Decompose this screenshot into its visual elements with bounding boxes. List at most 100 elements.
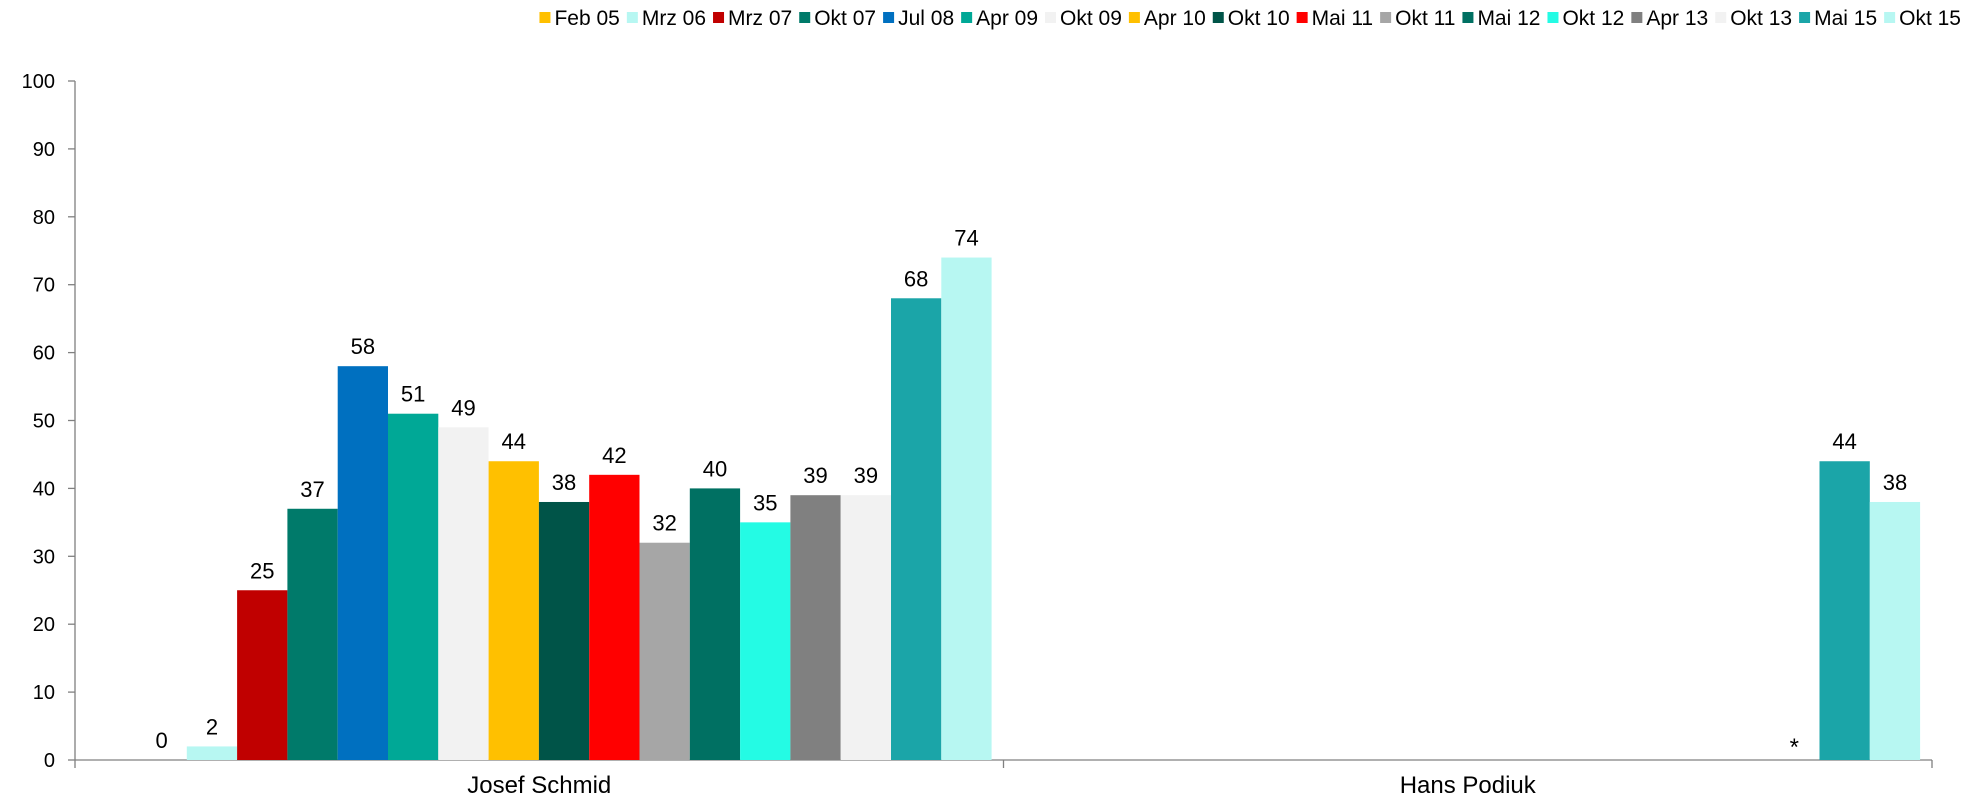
legend-label: Mrz 07 bbox=[728, 7, 792, 30]
bar-value-label: 44 bbox=[502, 429, 526, 454]
legend-item: Okt 07 bbox=[799, 7, 876, 30]
bar bbox=[891, 298, 941, 760]
legend-label: Apr 09 bbox=[976, 7, 1038, 30]
legend-swatch bbox=[799, 12, 810, 23]
legend-label: Apr 13 bbox=[1646, 7, 1708, 30]
bar bbox=[589, 475, 639, 760]
legend-item: Feb 05 bbox=[539, 7, 619, 30]
bar-value-label: 39 bbox=[803, 463, 827, 488]
legend-label: Okt 09 bbox=[1060, 7, 1122, 30]
legend-item: Mrz 07 bbox=[713, 7, 792, 30]
legend-item: Mrz 06 bbox=[627, 7, 706, 30]
bar-value-label: 35 bbox=[753, 490, 777, 515]
legend-item: Okt 15 bbox=[1884, 7, 1961, 30]
legend-swatch bbox=[1462, 12, 1473, 23]
bar-value-label: 39 bbox=[854, 463, 878, 488]
legend-label: Okt 15 bbox=[1899, 7, 1961, 30]
bar bbox=[489, 461, 539, 760]
legend-label: Okt 10 bbox=[1228, 7, 1290, 30]
y-tick-label: 100 bbox=[22, 71, 55, 93]
legend-swatch bbox=[1884, 12, 1895, 23]
legend-label: Mai 12 bbox=[1477, 7, 1540, 30]
legend-swatch bbox=[1129, 12, 1140, 23]
legend-item: Okt 13 bbox=[1715, 7, 1792, 30]
bar bbox=[690, 488, 740, 760]
bar-value-label: 44 bbox=[1832, 429, 1856, 454]
bar bbox=[841, 495, 891, 760]
legend-swatch bbox=[1045, 12, 1056, 23]
legend-item: Mai 15 bbox=[1799, 7, 1877, 30]
legend-swatch bbox=[627, 12, 638, 23]
bar bbox=[1870, 502, 1920, 760]
legend-swatch bbox=[961, 12, 972, 23]
bar bbox=[187, 746, 237, 760]
legend-item: Jul 08 bbox=[883, 7, 954, 30]
x-axis: Josef Schmid Hans Podiuk bbox=[75, 760, 1932, 799]
legend-item: Apr 10 bbox=[1129, 7, 1206, 30]
legend-swatch bbox=[1213, 12, 1224, 23]
bar-value-label: 40 bbox=[703, 456, 727, 481]
legend-label: Mrz 06 bbox=[642, 7, 706, 30]
bar-value-label: 58 bbox=[351, 334, 375, 359]
legend-swatch bbox=[1380, 12, 1391, 23]
legend-swatch bbox=[1799, 12, 1810, 23]
bar bbox=[388, 414, 438, 760]
bar-value-label: 38 bbox=[1883, 470, 1907, 495]
legend-item: Okt 09 bbox=[1045, 7, 1122, 30]
y-tick-label: 80 bbox=[33, 207, 55, 229]
bar bbox=[941, 258, 991, 760]
bar-value-label: 68 bbox=[904, 266, 928, 291]
legend-item: Apr 09 bbox=[961, 7, 1038, 30]
bars bbox=[187, 258, 1920, 760]
legend-swatch bbox=[1631, 12, 1642, 23]
bar-value-label: 2 bbox=[206, 714, 218, 739]
x-category-label: Josef Schmid bbox=[467, 772, 611, 799]
y-tick-label: 40 bbox=[33, 478, 55, 500]
bar-value-label: 51 bbox=[401, 382, 425, 407]
legend-swatch bbox=[1715, 12, 1726, 23]
bar-value-label: 49 bbox=[451, 395, 475, 420]
legend-swatch bbox=[1297, 12, 1308, 23]
bar-value-label: 0 bbox=[156, 728, 168, 753]
bar bbox=[640, 543, 690, 760]
legend-swatch bbox=[539, 12, 550, 23]
bar bbox=[338, 366, 388, 760]
bar bbox=[1820, 461, 1870, 760]
x-category-label: Hans Podiuk bbox=[1400, 772, 1537, 799]
bar-value-label: 25 bbox=[250, 558, 274, 583]
bar bbox=[237, 590, 287, 760]
y-tick-label: 70 bbox=[33, 275, 55, 297]
chart-legend: Feb 05 Mrz 06 Mrz 07 Okt 07 Jul 08 Apr 09 Okt … bbox=[539, 7, 1961, 30]
legend-item: Okt 12 bbox=[1547, 7, 1624, 30]
bar-value-label: 37 bbox=[300, 477, 324, 502]
legend-label: Feb 05 bbox=[554, 7, 619, 30]
y-tick-label: 30 bbox=[33, 546, 55, 568]
legend-item: Okt 10 bbox=[1213, 7, 1290, 30]
legend-label: Okt 13 bbox=[1730, 7, 1792, 30]
bar-value-label: 42 bbox=[602, 443, 626, 468]
y-tick-label: 50 bbox=[33, 411, 55, 433]
legend-label: Apr 10 bbox=[1144, 7, 1206, 30]
legend-label: Okt 11 bbox=[1395, 7, 1455, 30]
legend-swatch bbox=[1547, 12, 1558, 23]
bar bbox=[287, 509, 337, 760]
y-tick-label: 90 bbox=[33, 139, 55, 161]
bar bbox=[438, 427, 488, 760]
bar-value-label: 32 bbox=[652, 511, 676, 536]
y-tick-label: 60 bbox=[33, 343, 55, 365]
legend-label: Okt 12 bbox=[1562, 7, 1624, 30]
legend-label: Okt 07 bbox=[814, 7, 876, 30]
legend-label: Jul 08 bbox=[898, 7, 954, 30]
legend-swatch bbox=[883, 12, 894, 23]
bar bbox=[740, 522, 790, 760]
y-tick-label: 0 bbox=[44, 750, 55, 772]
bar-value-label: 74 bbox=[954, 226, 978, 251]
bar bbox=[539, 502, 589, 760]
y-tick-label: 10 bbox=[33, 682, 55, 704]
legend-label: Mai 11 bbox=[1312, 7, 1373, 30]
y-axis: 0 10 20 30 40 50 60 70 80 90 100 bbox=[22, 71, 75, 772]
bar bbox=[790, 495, 840, 760]
annotation-asterisk: * bbox=[1790, 734, 1799, 761]
legend-item: Apr 13 bbox=[1631, 7, 1708, 30]
